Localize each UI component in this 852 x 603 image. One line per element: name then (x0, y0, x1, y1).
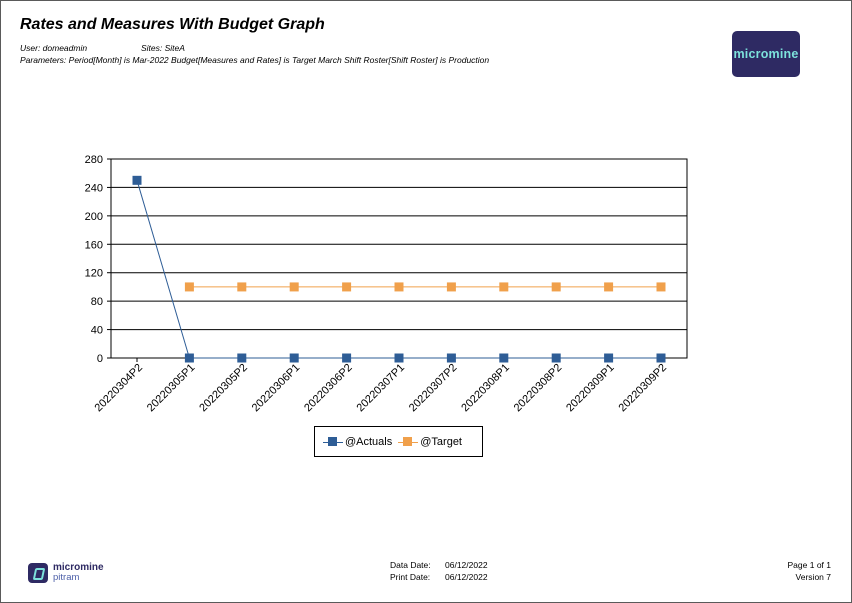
data-point-actuals (604, 353, 614, 363)
data-point-target (499, 282, 509, 292)
x-tick-label: 20220306P2 (302, 362, 355, 415)
legend-label-target: @Target (420, 435, 462, 448)
legend-item-target: @Target (398, 436, 462, 448)
x-tick-label: 20220304P2 (93, 362, 146, 415)
report-parameters: Parameters: Period[Month] is Mar-2022 Bu… (20, 55, 490, 65)
y-tick-label: 200 (85, 211, 103, 223)
y-tick-label: 240 (85, 182, 103, 194)
micromine-logo: micromine (732, 31, 800, 77)
y-tick-label: 280 (85, 154, 103, 166)
data-point-target (289, 282, 299, 292)
y-tick-label: 160 (85, 239, 103, 251)
x-tick-label: 20220307P2 (407, 362, 460, 415)
data-point-actuals (656, 353, 666, 363)
print-date-value: 06/12/2022 (445, 572, 488, 582)
data-point-target (656, 282, 666, 292)
data-point-target (394, 282, 404, 292)
plot-area (110, 158, 688, 359)
data-point-actuals (446, 353, 456, 363)
data-point-actuals (394, 353, 404, 363)
page-number: Page 1 of 1 (787, 560, 831, 570)
data-point-target (184, 282, 194, 292)
data-point-actuals (184, 353, 194, 363)
pitram-logo-icon (28, 563, 48, 583)
data-point-actuals (237, 353, 247, 363)
data-point-actuals (499, 353, 509, 363)
data-point-actuals (551, 353, 561, 363)
data-date-label: Data Date: (390, 560, 431, 570)
data-date-value: 06/12/2022 (445, 560, 488, 570)
y-tick-label: 40 (91, 325, 103, 337)
report-sites: Sites: SiteA (141, 43, 185, 53)
x-tick-label: 20220305P2 (197, 362, 250, 415)
footer-brand-line2: pitram (53, 572, 80, 583)
x-tick-label: 20220308P2 (512, 362, 565, 415)
y-tick-label: 120 (85, 268, 103, 280)
x-tick-label: 20220309P2 (617, 362, 670, 415)
rates-chart: 0 40 80 120 160 200 240 280 20220304P2 20220305P1… (85, 154, 688, 415)
data-point-target (446, 282, 456, 292)
data-point-target (604, 282, 614, 292)
legend-label-actuals: @Actuals (345, 435, 393, 448)
logo-text: micromine (733, 47, 799, 61)
x-tick-label: 20220309P1 (564, 362, 617, 415)
chart-legend: @Actuals @Target (314, 426, 483, 457)
data-point-actuals (342, 353, 352, 363)
legend-item-actuals: @Actuals (323, 436, 392, 448)
report-title: Rates and Measures With Budget Graph (20, 16, 325, 33)
report-user: User: domeadmin (20, 43, 88, 53)
footer-brand-line1: micromine (53, 562, 104, 573)
legend-swatch-target (398, 436, 419, 447)
version-text: Version 7 (795, 572, 831, 582)
x-tick-label: 20220307P1 (355, 362, 408, 415)
data-point-target (551, 282, 561, 292)
footer-logo: micromine pitram (28, 563, 104, 583)
x-tick-label: 20220308P1 (459, 362, 512, 415)
x-tick-label: 20220306P1 (250, 362, 303, 415)
data-point-actuals (289, 353, 299, 363)
y-tick-label: 80 (91, 296, 103, 308)
footer-brand: micromine pitram (53, 563, 104, 583)
legend-swatch-actuals (323, 436, 343, 447)
print-date-label: Print Date: (390, 572, 431, 582)
data-point-target (237, 282, 247, 292)
x-tick-label: 20220305P1 (145, 362, 198, 415)
data-point-actuals (132, 175, 142, 185)
y-tick-label: 0 (97, 353, 103, 365)
data-point-target (342, 282, 352, 292)
